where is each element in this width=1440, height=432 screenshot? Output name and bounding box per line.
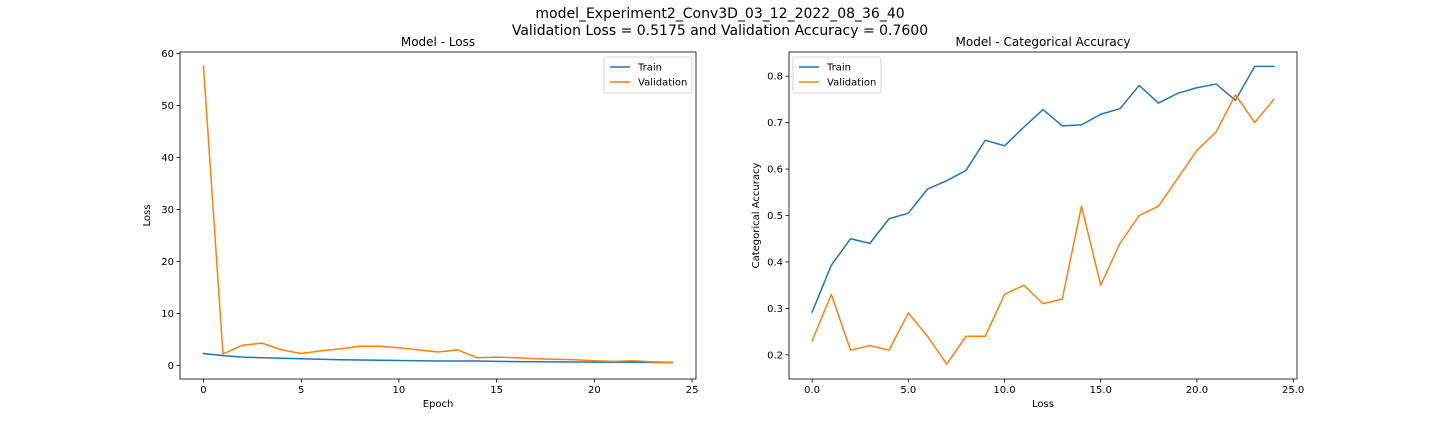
figure-title-line2: Validation Loss = 0.5175 and Validation … — [511, 23, 929, 39]
legend-box — [792, 56, 882, 94]
x-tick-label: 20 — [588, 385, 601, 396]
series-line-train — [811, 65, 1275, 314]
series-line-validation — [811, 93, 1275, 365]
y-tick-label: 50 — [161, 101, 174, 112]
y-tick-label: 0.7 — [767, 118, 783, 129]
legend-label-train: Train — [637, 63, 662, 74]
chart-title: Model - Loss — [401, 35, 475, 49]
x-tick-label: 15 — [490, 385, 503, 396]
chart-title: Model - Categorical Accuracy — [956, 35, 1131, 49]
y-tick-label: 0.6 — [767, 165, 783, 176]
legend-label-validation: Validation — [827, 78, 876, 89]
plot-area — [180, 52, 696, 379]
y-axis-label: Loss — [142, 205, 153, 227]
y-tick-label: 0.8 — [767, 72, 783, 83]
x-tick-label: 0.0 — [804, 385, 820, 396]
x-tick-label: 20.0 — [1186, 385, 1208, 396]
y-axis-label: Categorical Accuracy — [751, 163, 762, 269]
y-tick-label: 40 — [161, 153, 174, 164]
y-tick-label: 0.2 — [767, 350, 783, 361]
series-line-train — [202, 352, 674, 364]
figure-title-line1: model_Experiment2_Conv3D_03_12_2022_08_3… — [535, 6, 905, 22]
x-tick-label: 10 — [393, 385, 406, 396]
y-tick-label: 0.4 — [767, 257, 783, 268]
x-tick-label: 25 — [686, 385, 699, 396]
y-tick-label: 0.5 — [767, 211, 783, 222]
legend-label-validation: Validation — [638, 78, 687, 89]
y-tick-label: 0.3 — [767, 304, 783, 315]
x-tick-label: 15.0 — [1090, 385, 1112, 396]
plot-area — [789, 52, 1297, 379]
x-axis-label: Loss — [1032, 399, 1054, 410]
x-tick-label: 25.0 — [1282, 385, 1304, 396]
x-tick-label: 5 — [298, 385, 304, 396]
y-tick-label: 10 — [161, 309, 174, 320]
y-tick-label: 0 — [168, 361, 174, 372]
x-axis-label: Epoch — [423, 399, 454, 410]
y-tick-label: 30 — [161, 205, 174, 216]
y-tick-label: 60 — [161, 49, 174, 60]
legend-box — [603, 56, 693, 94]
loss-chart: 0 5 10 15 20 25 0 10 20 30 40 50 60 Model - Loss Epoch… — [142, 35, 698, 410]
x-tick-label: 0 — [200, 385, 206, 396]
accuracy-chart: 0.0 5.0 10.0 15.0 20.0 25.0 0.2 0.3 0.4 0.5 0.6 0.7… — [751, 35, 1304, 410]
y-tick-label: 20 — [161, 257, 174, 268]
x-tick-label: 5.0 — [900, 385, 916, 396]
legend-label-train: Train — [826, 63, 851, 74]
series-line-validation — [202, 65, 674, 364]
axes-frame — [179, 51, 697, 380]
x-tick-label: 10.0 — [993, 385, 1015, 396]
